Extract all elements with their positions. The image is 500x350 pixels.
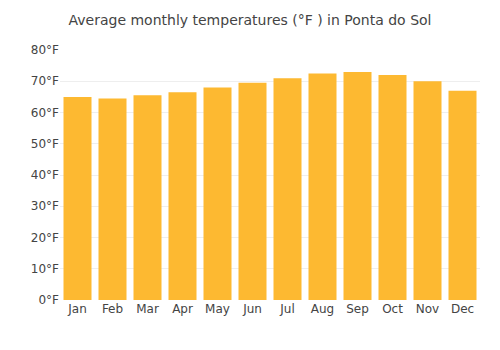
svg-text:Average monthly temperatures (: Average monthly temperatures (°F ) in Po… [69,12,432,28]
svg-text:30°F: 30°F [31,199,59,213]
svg-text:Mar: Mar [136,302,159,316]
svg-text:10°F: 10°F [31,262,59,276]
svg-text:Jul: Jul [279,302,294,316]
svg-text:Dec: Dec [451,302,474,316]
svg-text:40°F: 40°F [31,168,59,182]
svg-text:Jan: Jan [67,302,87,316]
svg-text:Feb: Feb [102,302,123,316]
svg-text:Aug: Aug [311,302,334,316]
svg-text:50°F: 50°F [31,137,59,151]
svg-text:May: May [205,302,230,316]
svg-text:20°F: 20°F [31,231,59,245]
svg-text:70°F: 70°F [31,74,59,88]
svg-text:80°F: 80°F [31,43,59,57]
svg-text:Nov: Nov [416,302,439,316]
svg-text:60°F: 60°F [31,106,59,120]
svg-text:Oct: Oct [382,302,403,316]
svg-text:Apr: Apr [172,302,193,316]
svg-text:0°F: 0°F [38,293,59,307]
svg-text:Jun: Jun [242,302,262,316]
svg-text:Sep: Sep [346,302,369,316]
